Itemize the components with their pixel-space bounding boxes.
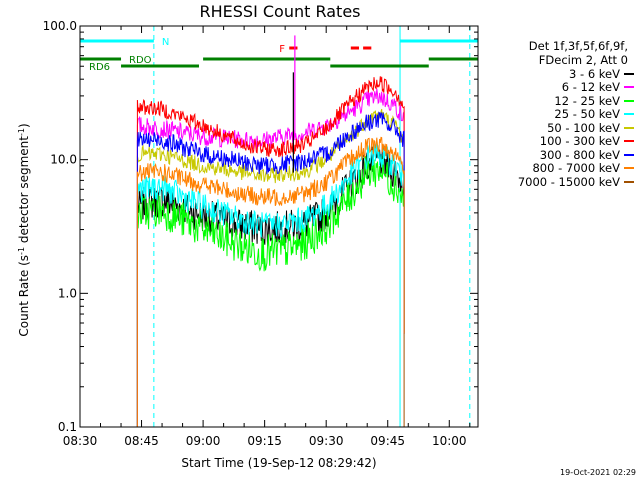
legend-item: 50 - 100 keV [478,121,638,135]
legend-label: 3 - 6 keV [569,66,620,81]
legend-label: 300 - 800 keV [539,147,620,162]
y-tick-label: 100.0 [43,19,77,33]
legend-swatch [624,113,634,116]
legend-item: 3 - 6 keV [478,67,638,81]
y-axis-label: Count Rate (s-1 detector segment-1) [17,123,32,336]
chart-axes: 08:30 08:45 09:00 09:15 09:30 09:45 10:00 0.1 1.… [43,19,478,448]
detector-info-line: FDecim 2, Att 0 [538,52,628,67]
legend-label: 6 - 12 keV [561,80,620,95]
series-line-50-100-kev [136,108,405,427]
flag-label-rdo: RDO [129,55,152,66]
legend-swatch [624,140,634,143]
y-tick-label: 1.0 [58,286,77,300]
flag-label-f: F [279,44,285,55]
series-line-6-12-kev [136,88,405,427]
legend-swatch [624,72,634,75]
chart-marks: N F RDO RD6 [79,26,478,428]
legend-item: 7000 - 15000 keV [478,175,638,189]
legend-swatch [624,86,634,89]
legend-item: 300 - 800 keV [478,148,638,162]
y-tick-label: 10.0 [50,153,77,167]
series-line-300-800-kev [136,111,405,427]
series-line-800-7000-kev [136,136,405,427]
legend-item: 12 - 25 keV [478,94,638,108]
chart-legend: 3 - 6 keV 6 - 12 keV 12 - 25 keV 25 - 50 ke… [478,67,638,189]
legend-label: 7000 - 15000 keV [517,174,620,189]
plot-frame [79,25,479,428]
x-tick-label: 09:30 [309,434,344,448]
legend-swatch [624,126,634,129]
x-tick-label: 09:15 [247,434,282,448]
series-line-12-25-kev [136,155,405,427]
y-tick-label: 0.1 [58,420,77,434]
chart-title: RHESSI Count Rates [199,2,361,21]
x-axis-label: Start Time (19-Sep-12 08:29:42) [181,456,376,470]
x-tick-label: 08:45 [124,434,159,448]
timestamp: 19-Oct-2021 02:29 [560,468,636,477]
legend-label: 100 - 300 keV [539,134,620,149]
legend-swatch [624,99,634,102]
series-line-100-300-kev [136,76,405,427]
series-line-25-50-kev [136,143,405,427]
legend-item: 100 - 300 keV [478,134,638,149]
legend-swatch [624,153,634,156]
legend-label: 50 - 100 keV [547,120,620,135]
legend-swatch [624,167,634,170]
legend-swatch [624,180,634,183]
x-tick-label: 08:30 [63,434,98,448]
x-tick-label: 09:45 [370,434,405,448]
detector-info: Det 1f,3f,5f,6f,9f, FDecim 2, Att 0 [478,39,628,67]
flag-label-rd6: RD6 [89,62,110,73]
legend-label: 25 - 50 keV [554,107,620,122]
legend-item: 800 - 7000 keV [478,161,638,176]
detector-info-line: Det 1f,3f,5f,6f,9f, [528,39,628,53]
flag-label-n: N [162,37,169,48]
legend-label: 800 - 7000 keV [532,161,620,176]
x-tick-label: 10:00 [432,434,467,448]
series-line-7000-15000-kev [137,333,405,428]
legend-item: 6 - 12 keV [478,80,638,95]
legend-label: 12 - 25 keV [554,93,620,108]
x-tick-label: 09:00 [186,434,221,448]
legend-item: 25 - 50 keV [478,107,638,122]
